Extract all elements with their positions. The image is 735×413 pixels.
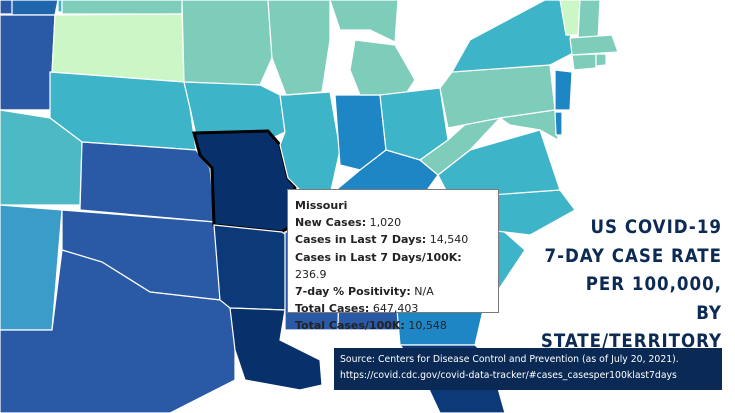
state-new-hampshire[interactable] — [577, 0, 601, 41]
state-new-york[interactable] — [450, 0, 576, 73]
tooltip-value: N/A — [414, 285, 434, 299]
tooltip-row-cases-7days-100k: Cases in Last 7 Days/100K: 236.9 — [295, 249, 491, 283]
tooltip-row-total-cases-100k: Total Cases/100K: 10,548 — [295, 317, 491, 334]
state-illinois[interactable] — [279, 91, 341, 196]
state-arkansas[interactable] — [213, 224, 291, 311]
tooltip-value: 14,540 — [429, 233, 469, 247]
state-oregon[interactable] — [0, 14, 56, 111]
headline: US COVID-19 7-DAY CASE RATE PER 100,000,… — [526, 214, 722, 357]
state-north-dakota[interactable] — [61, 0, 183, 15]
tooltip-label: 7-day % Positivity: — [295, 285, 411, 299]
tooltip-row-new-cases: New Cases: 1,020 — [295, 214, 491, 231]
state-tooltip: Missouri New Cases: 1,020 Cases in Last … — [287, 189, 499, 332]
tooltip-label: Total Cases: — [295, 302, 370, 316]
tooltip-label: Total Cases/100K: — [295, 319, 405, 333]
state-idaho[interactable] — [0, 0, 13, 15]
state-new-mexico[interactable] — [0, 204, 63, 331]
tooltip-label: Cases in Last 7 Days/100K: — [295, 250, 462, 264]
source-citation: Source: Centers for Disease Control and … — [340, 354, 679, 365]
state-delaware[interactable] — [554, 111, 563, 136]
tooltip-value: 10,548 — [408, 319, 447, 333]
state-south-dakota[interactable] — [51, 13, 185, 83]
tooltip-state-name: Missouri — [295, 199, 348, 212]
tooltip-row-positivity: 7-day % Positivity: N/A — [295, 283, 491, 300]
tooltip-label: New Cases: — [295, 216, 367, 230]
headline-line-2: 7-DAY CASE RATE — [544, 245, 722, 267]
state-massachusetts[interactable] — [569, 34, 619, 56]
headline-line-4: BY STATE/TERRITORY — [540, 302, 722, 353]
tooltip-value: 647,403 — [372, 302, 419, 316]
state-new-jersey[interactable] — [554, 69, 573, 111]
state-louisiana[interactable] — [229, 307, 323, 391]
state-michigan-upper[interactable] — [329, 0, 399, 43]
tooltip-value: 1,020 — [369, 216, 402, 230]
tooltip-row-cases-7days: Cases in Last 7 Days: 14,540 — [295, 231, 491, 248]
tooltip-row-total-cases: Total Cases: 647,403 — [295, 300, 491, 317]
state-connecticut[interactable] — [571, 53, 597, 71]
tooltip-value: 236.9 — [295, 267, 327, 281]
headline-line-1: US COVID-19 — [590, 217, 722, 238]
source-url: https://covid.cdc.gov/covid-data-tracker… — [340, 370, 677, 381]
headline-line-3: PER 100,000, — [585, 274, 722, 295]
tooltip-label: Cases in Last 7 Days: — [295, 233, 427, 247]
state-minnesota[interactable] — [181, 0, 273, 86]
source-box: Source: Centers for Disease Control and … — [334, 348, 722, 390]
state-kansas[interactable] — [79, 141, 216, 223]
state-maryland[interactable] — [498, 109, 559, 142]
state-rhode-island[interactable] — [595, 53, 607, 67]
state-iowa[interactable] — [183, 81, 286, 141]
